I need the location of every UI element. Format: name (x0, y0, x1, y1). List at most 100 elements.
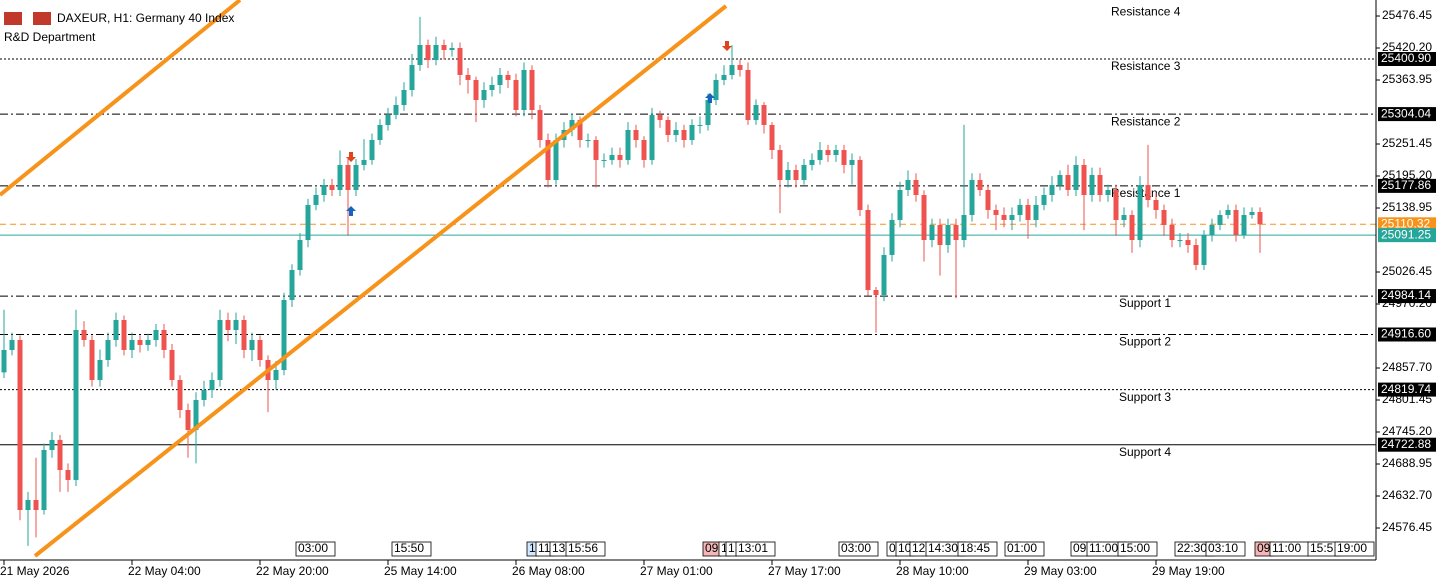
time-marker-label: 15:56 (568, 541, 598, 555)
candle-body (209, 380, 215, 390)
time-marker-label: 09 (1073, 541, 1087, 555)
candle-body (177, 380, 183, 410)
candle-body (889, 219, 895, 255)
time-marker-label: 03:00 (298, 541, 328, 555)
candle-body (25, 499, 31, 510)
candle-body (1073, 164, 1079, 191)
candle-body (833, 150, 839, 156)
time-marker-box (838, 541, 879, 557)
candle-body (1169, 224, 1175, 241)
time-marker-label: 1 (728, 541, 735, 555)
candle-body (649, 114, 655, 160)
candle-body (553, 140, 559, 180)
candle-body (361, 159, 367, 165)
candle-body (129, 340, 135, 350)
candle-body (249, 340, 255, 350)
time-marker-box (1117, 541, 1158, 557)
candle-body (473, 79, 479, 101)
y-tick-label: 25251.45 (1382, 136, 1432, 150)
time-marker-label: 14:30 (928, 541, 958, 555)
y-tick-label: 25476.45 (1382, 8, 1432, 22)
candle-body (113, 319, 119, 341)
candle-body (1081, 164, 1087, 196)
axis: 25476.45 25420.20 25363.95 25251.45 25195.20… (0, 8, 1436, 578)
icon (4, 12, 22, 25)
time-marker-box (1004, 541, 1045, 557)
candle-body (769, 124, 775, 151)
candle-body (105, 340, 111, 360)
y-tick-label: 24857.70 (1382, 360, 1432, 374)
candle-body (969, 179, 975, 215)
time-marker-label: 13:01 (738, 541, 768, 555)
level-tag (1378, 382, 1436, 397)
candle-body (313, 195, 319, 205)
candle-body (449, 48, 455, 51)
candle-body (673, 129, 679, 135)
candle-body (577, 119, 583, 140)
candle-body (1249, 212, 1255, 215)
candle-body (1217, 214, 1223, 225)
candle-body (1049, 184, 1055, 196)
time-marker-box (295, 541, 336, 557)
level-name: Support 3 (1119, 390, 1171, 404)
candle-body (921, 195, 927, 241)
trend-line (0, 0, 242, 197)
time-marker-label: 12 (912, 541, 926, 555)
level-name: Support 2 (1119, 335, 1171, 349)
level-tag (1378, 51, 1436, 66)
candle-body (745, 69, 751, 120)
y-tick-label: 24632.70 (1382, 488, 1432, 502)
level-tag (1378, 107, 1436, 122)
candle-body (225, 319, 231, 331)
candle-body (1209, 224, 1215, 236)
candle-body (489, 84, 495, 90)
candle-body (793, 169, 799, 180)
level-name: Resistance 2 (1111, 114, 1181, 128)
candle-body (1137, 184, 1143, 241)
candle-body (897, 190, 903, 220)
candle-body (345, 164, 351, 191)
time-marker-label: 1 (529, 541, 536, 555)
candle-body (809, 159, 815, 165)
trend-line (33, 4, 728, 558)
time-marker-label: 1 (721, 541, 728, 555)
candle-body (505, 74, 511, 80)
time-marker-label: 11:00 (1272, 541, 1301, 555)
candle-body (1185, 240, 1191, 246)
y-tick-label: 25195.20 (1382, 168, 1432, 182)
x-tick-label: 29 May 03:00 (1024, 564, 1097, 578)
candle-body (241, 319, 247, 350)
candle-body (1041, 195, 1047, 205)
candle-body (657, 114, 663, 120)
candle-body (41, 449, 47, 510)
candle-body (481, 89, 487, 101)
sell-arrow (722, 41, 732, 51)
time-marker-label: 09 (1257, 541, 1271, 555)
candle-body (1129, 214, 1135, 241)
candle-body (281, 299, 287, 370)
candle-body (297, 240, 303, 270)
candle-body (1257, 212, 1263, 225)
candle-body (689, 124, 695, 140)
candle-body (1033, 204, 1039, 220)
candle-body (153, 330, 159, 341)
candle-body (841, 150, 847, 165)
candle-body (721, 74, 727, 80)
candle-body (289, 269, 295, 300)
candle-body (169, 349, 175, 381)
level-name: Resistance 4 (1111, 4, 1181, 18)
candle-body (457, 48, 463, 75)
candle-body (1153, 200, 1159, 210)
candle-body (1193, 245, 1199, 265)
candle-body (257, 340, 263, 360)
candle-body (1105, 190, 1111, 196)
candle-body (857, 159, 863, 210)
time-marker-label: 11:00 (1089, 541, 1118, 555)
candle-body (633, 129, 639, 140)
candle-body (977, 179, 983, 191)
time-marker-label: 15:00 (1120, 541, 1150, 555)
level-name: Resistance 3 (1111, 59, 1181, 73)
candle-body (753, 105, 759, 120)
